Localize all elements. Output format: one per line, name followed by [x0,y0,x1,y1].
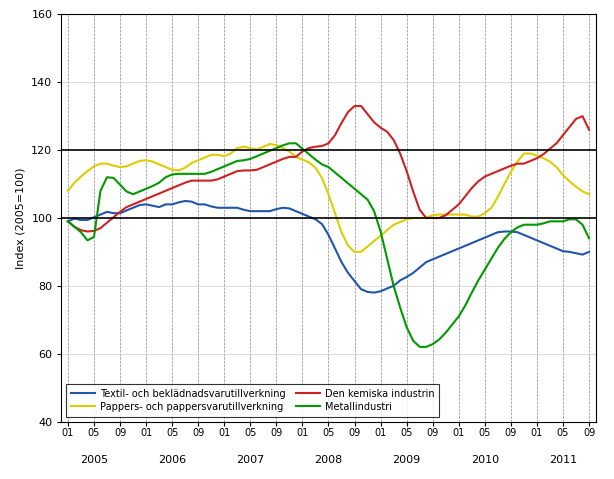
Textil- och beklädnadsvarutillverkning [357,286,365,292]
Metallindustri [286,140,293,146]
Den kemiska industrin [403,168,410,174]
Text: 2009: 2009 [392,455,421,465]
Pappers- och pappersvarutillverkning [585,191,593,197]
Metallindustri [462,303,469,308]
Line: Den kemiska industrin: Den kemiska industrin [68,106,589,231]
Metallindustri [500,236,508,242]
Metallindustri [397,305,404,310]
Pappers- och pappersvarutillverkning [546,159,554,164]
Den kemiska industrin [364,111,371,117]
Textil- och beklädnadsvarutillverkning [527,235,534,240]
Den kemiska industrin [351,103,358,109]
Line: Metallindustri: Metallindustri [68,143,589,347]
Pappers- och pappersvarutillverkning [500,181,508,187]
Pappers- och pappersvarutillverkning [364,244,371,250]
Text: 2007: 2007 [236,455,265,465]
Textil- och beklädnadsvarutillverkning [64,218,72,224]
Line: Textil- och beklädnadsvarutillverkning: Textil- och beklädnadsvarutillverkning [68,201,589,293]
Text: 2006: 2006 [158,455,186,465]
Textil- och beklädnadsvarutillverkning [462,243,469,249]
Legend: Textil- och beklädnadsvarutillverkning, Pappers- och pappersvarutillverkning, De: Textil- och beklädnadsvarutillverkning, … [66,384,439,417]
Textil- och beklädnadsvarutillverkning [585,249,593,255]
Textil- och beklädnadsvarutillverkning [546,243,554,249]
Pappers- och pappersvarutillverkning [527,150,534,156]
Textil- och beklädnadsvarutillverkning [500,228,508,234]
Text: 2008: 2008 [314,455,343,465]
Metallindustri [416,344,424,350]
Den kemiska industrin [546,146,554,152]
Pappers- och pappersvarutillverkning [266,141,274,147]
Text: 2011: 2011 [549,455,577,465]
Text: 2005: 2005 [80,455,108,465]
Den kemiska industrin [527,158,534,164]
Textil- och beklädnadsvarutillverkning [182,198,189,204]
Den kemiska industrin [585,127,593,133]
Metallindustri [357,191,365,197]
Textil- och beklädnadsvarutillverkning [403,274,410,280]
Metallindustri [64,218,72,224]
Metallindustri [585,236,593,241]
Text: 2010: 2010 [471,455,499,465]
Y-axis label: Index (2005=100): Index (2005=100) [16,167,26,269]
Pappers- och pappersvarutillverkning [403,217,410,222]
Den kemiska industrin [64,218,72,224]
Den kemiska industrin [84,228,91,234]
Den kemiska industrin [462,194,469,199]
Metallindustri [527,222,534,228]
Textil- och beklädnadsvarutillverkning [370,290,378,296]
Pappers- och pappersvarutillverkning [351,249,358,255]
Den kemiska industrin [500,166,508,171]
Pappers- och pappersvarutillverkning [462,212,469,217]
Line: Pappers- och pappersvarutillverkning: Pappers- och pappersvarutillverkning [68,144,589,252]
Metallindustri [546,218,554,224]
Pappers- och pappersvarutillverkning [64,188,72,194]
